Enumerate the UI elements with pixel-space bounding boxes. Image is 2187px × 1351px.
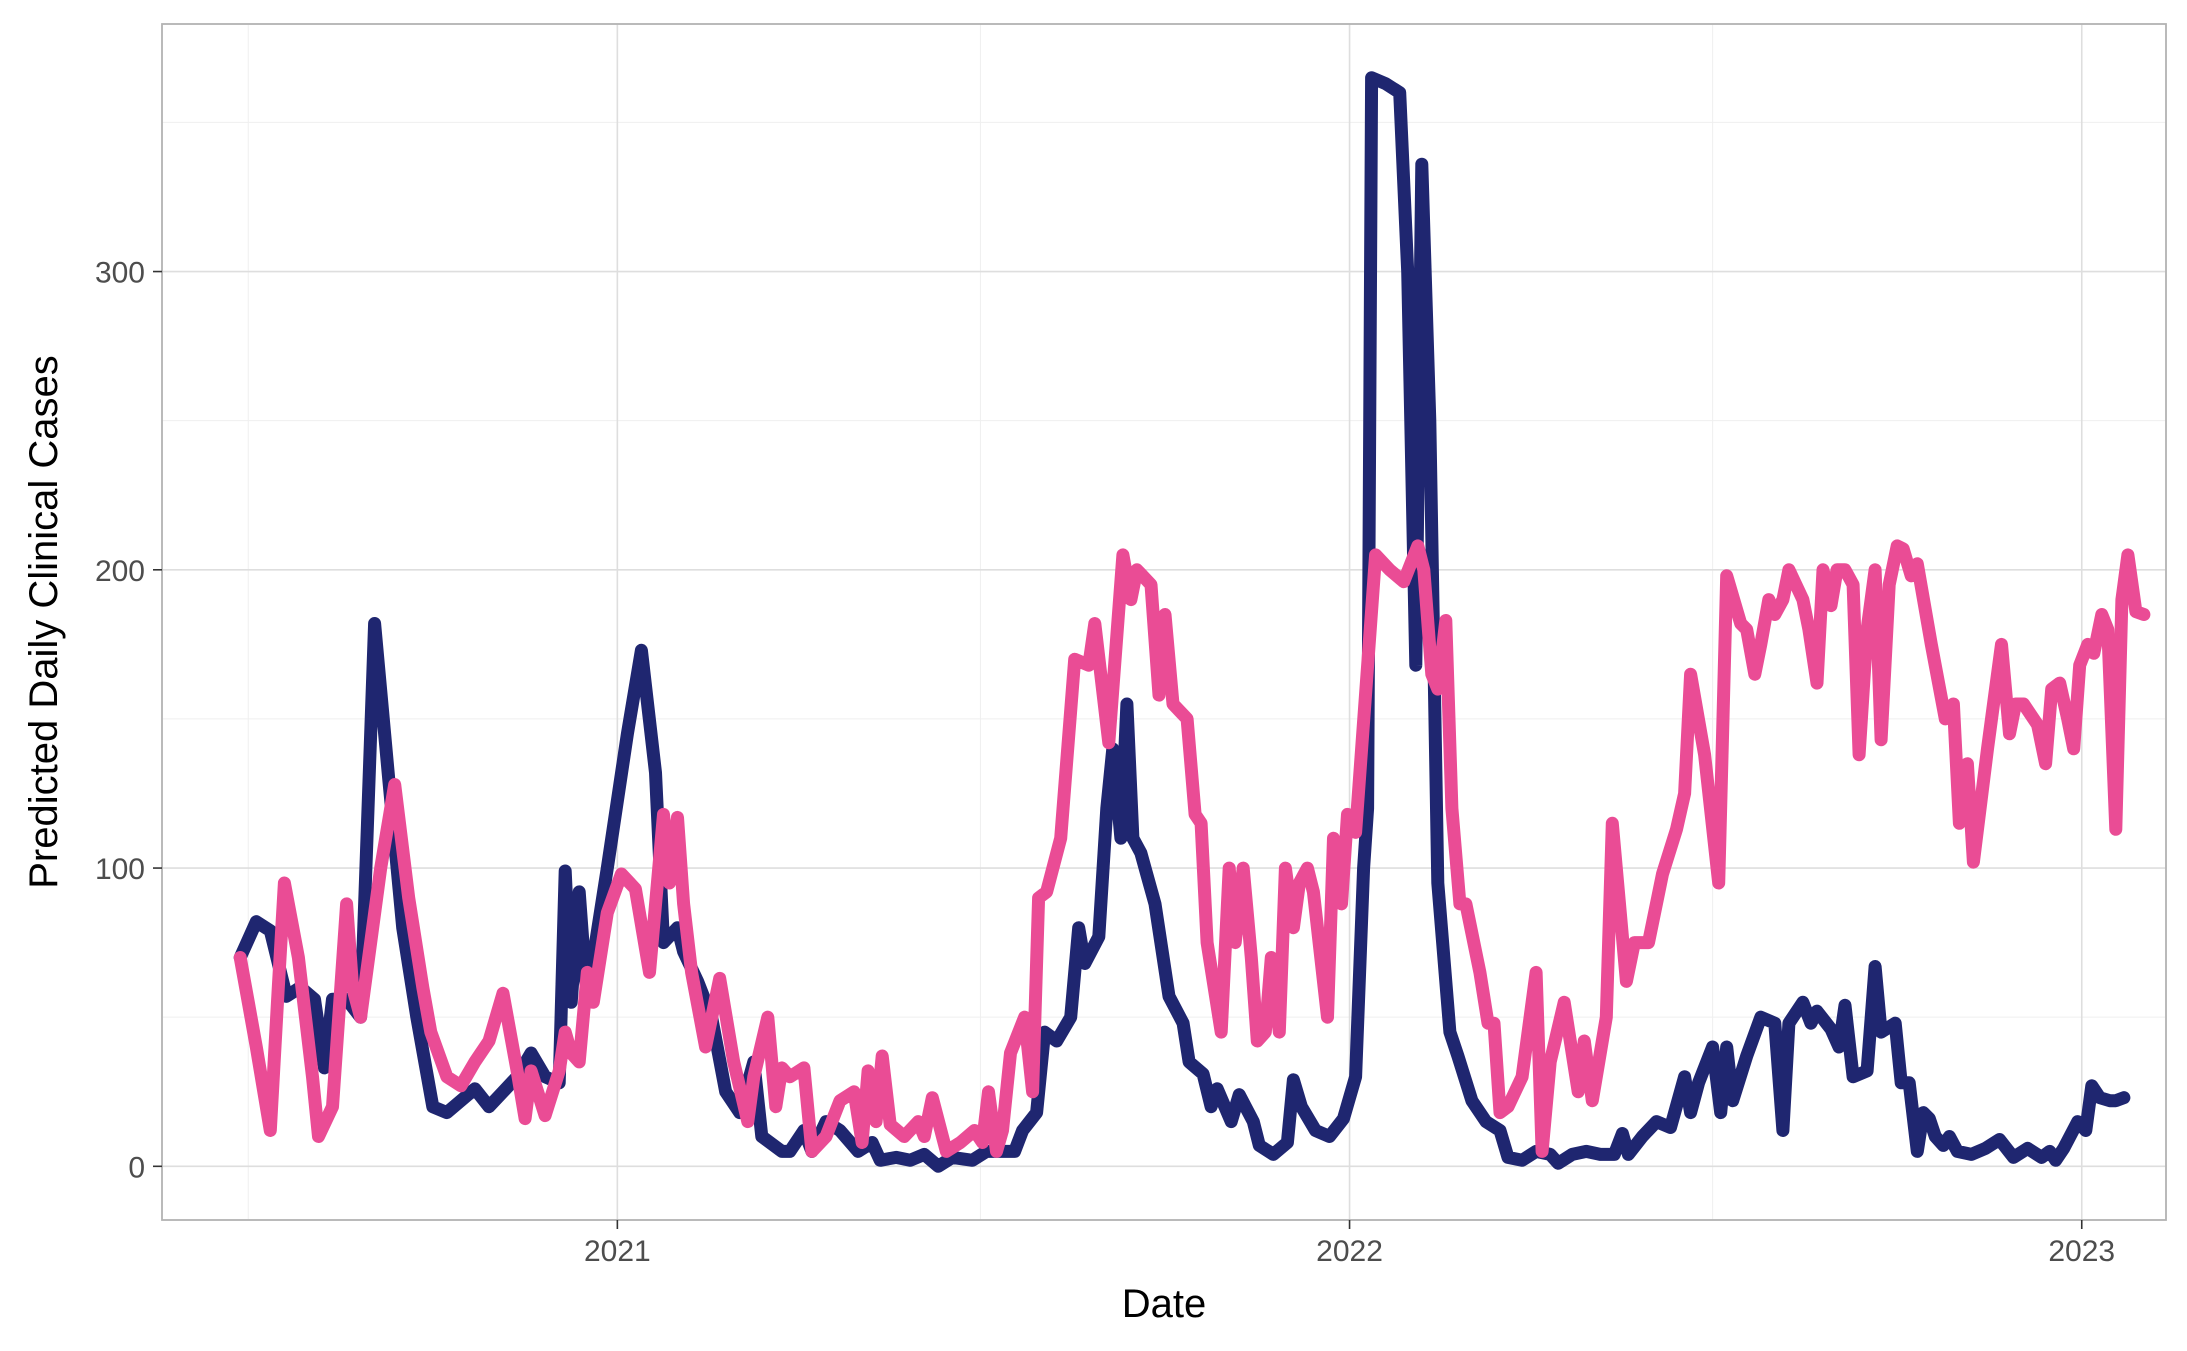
plot-panel-border <box>161 23 2167 1221</box>
major-gridlines <box>162 24 2166 1220</box>
y-tick-label: 100 <box>95 853 145 886</box>
y-tick-label: 200 <box>95 555 145 588</box>
y-axis-title: Predicted Daily Clinical Cases <box>22 355 66 889</box>
y-tick-label: 300 <box>95 257 145 290</box>
x-tick-label: 2022 <box>1316 1235 1383 1268</box>
series-layer <box>233 71 2151 1173</box>
y-axis: 0 100 200 300 <box>95 257 162 1184</box>
x-tick-label: 2023 <box>2048 1235 2115 1268</box>
x-axis: 2021 2022 2023 <box>584 1220 2115 1268</box>
series-line-2 <box>233 539 2151 1158</box>
x-axis-title: Date <box>1122 1282 1207 1326</box>
y-tick-label: 0 <box>128 1151 145 1184</box>
x-tick-label: 2021 <box>584 1235 651 1268</box>
